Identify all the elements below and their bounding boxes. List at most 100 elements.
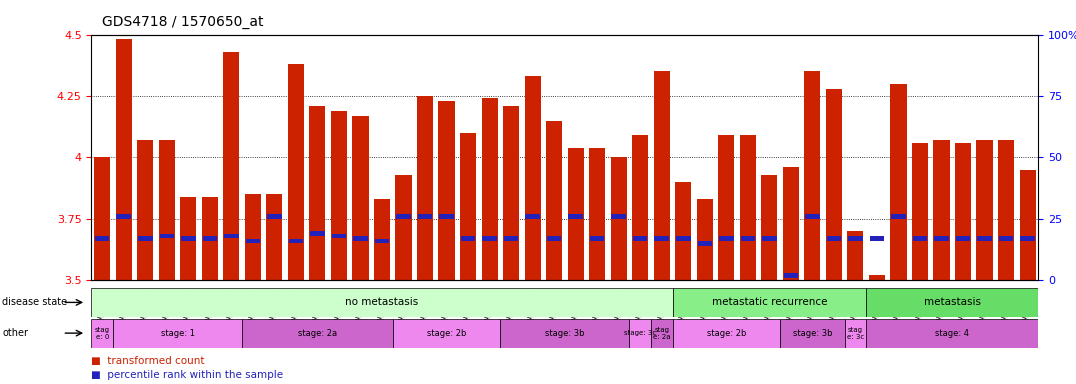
Bar xyxy=(632,135,648,280)
Text: GDS4718 / 1570650_at: GDS4718 / 1570650_at xyxy=(102,15,264,29)
Bar xyxy=(912,236,928,241)
Bar xyxy=(267,214,282,218)
Bar xyxy=(524,76,540,280)
Bar xyxy=(999,236,1014,241)
Text: stag
e: 3c: stag e: 3c xyxy=(847,327,864,339)
Bar xyxy=(633,236,648,241)
Bar xyxy=(287,64,303,280)
Bar xyxy=(439,214,454,218)
Bar xyxy=(568,147,583,280)
Bar xyxy=(934,236,949,241)
Bar xyxy=(202,236,217,241)
Bar xyxy=(1020,236,1035,241)
Bar xyxy=(547,236,562,241)
Bar xyxy=(525,214,540,218)
Bar xyxy=(782,167,798,280)
Bar xyxy=(393,319,500,348)
Bar xyxy=(805,214,820,218)
Bar xyxy=(310,106,325,280)
Bar xyxy=(500,319,629,348)
Bar xyxy=(783,273,798,278)
Text: stage: 4: stage: 4 xyxy=(935,329,969,338)
Bar xyxy=(113,319,242,348)
Bar xyxy=(826,236,841,241)
Bar xyxy=(890,84,906,280)
Text: stage: 2a: stage: 2a xyxy=(298,329,337,338)
Bar xyxy=(138,236,153,241)
Bar xyxy=(242,319,393,348)
Bar xyxy=(911,143,928,280)
Bar xyxy=(826,89,841,280)
Text: stage: 3c: stage: 3c xyxy=(624,330,656,336)
Text: disease state: disease state xyxy=(2,297,68,308)
Bar xyxy=(181,197,196,280)
Bar xyxy=(95,236,110,241)
Text: stage: 3b: stage: 3b xyxy=(793,329,832,338)
Text: no metastasis: no metastasis xyxy=(345,297,419,308)
Bar xyxy=(866,319,1038,348)
Bar xyxy=(590,147,605,280)
Bar xyxy=(396,214,411,218)
Bar xyxy=(202,197,217,280)
Bar xyxy=(848,231,863,280)
Bar xyxy=(396,175,411,280)
Text: stag
e: 2a: stag e: 2a xyxy=(653,327,670,339)
Bar xyxy=(288,239,303,243)
Bar xyxy=(116,40,131,280)
Bar xyxy=(245,239,260,243)
Text: stage: 3b: stage: 3b xyxy=(546,329,584,338)
Bar xyxy=(1019,170,1035,280)
Bar xyxy=(224,52,239,280)
Bar xyxy=(245,194,260,280)
Bar xyxy=(869,236,884,241)
Bar xyxy=(719,236,734,241)
Bar xyxy=(805,71,820,280)
Bar xyxy=(590,236,605,241)
Bar xyxy=(697,241,712,246)
Bar xyxy=(672,319,780,348)
Bar xyxy=(740,236,755,241)
Text: ■  percentile rank within the sample: ■ percentile rank within the sample xyxy=(91,370,284,380)
Text: stag
e: 0: stag e: 0 xyxy=(95,327,110,339)
Bar xyxy=(955,143,971,280)
Bar xyxy=(611,214,626,218)
Bar xyxy=(353,236,368,241)
Bar xyxy=(374,199,390,280)
Bar xyxy=(866,288,1038,317)
Bar xyxy=(651,319,672,348)
Bar xyxy=(504,236,519,241)
Bar xyxy=(310,232,325,236)
Bar xyxy=(439,101,454,280)
Bar xyxy=(116,214,131,218)
Bar xyxy=(999,140,1014,280)
Bar xyxy=(629,319,651,348)
Text: stage: 1: stage: 1 xyxy=(160,329,195,338)
Bar xyxy=(331,111,346,280)
Bar xyxy=(546,121,562,280)
Text: ■  transformed count: ■ transformed count xyxy=(91,356,204,366)
Bar xyxy=(762,236,777,241)
Bar xyxy=(697,199,712,280)
Text: stage: 2b: stage: 2b xyxy=(707,329,746,338)
Bar xyxy=(267,194,282,280)
Bar xyxy=(955,236,971,241)
Text: other: other xyxy=(2,328,28,338)
Bar xyxy=(719,135,734,280)
Bar xyxy=(224,234,239,238)
Bar xyxy=(977,236,992,241)
Bar xyxy=(91,288,673,317)
Bar xyxy=(374,239,390,243)
Bar xyxy=(676,236,691,241)
Text: metastasis: metastasis xyxy=(924,297,980,308)
Bar xyxy=(482,236,497,241)
Bar xyxy=(780,319,845,348)
Text: metastatic recurrence: metastatic recurrence xyxy=(711,297,827,308)
Bar xyxy=(845,319,866,348)
Bar xyxy=(676,182,691,280)
Bar xyxy=(95,157,111,280)
Bar xyxy=(417,96,433,280)
Bar xyxy=(934,140,949,280)
Bar xyxy=(417,214,433,218)
Bar xyxy=(482,98,497,280)
Bar xyxy=(159,234,174,238)
